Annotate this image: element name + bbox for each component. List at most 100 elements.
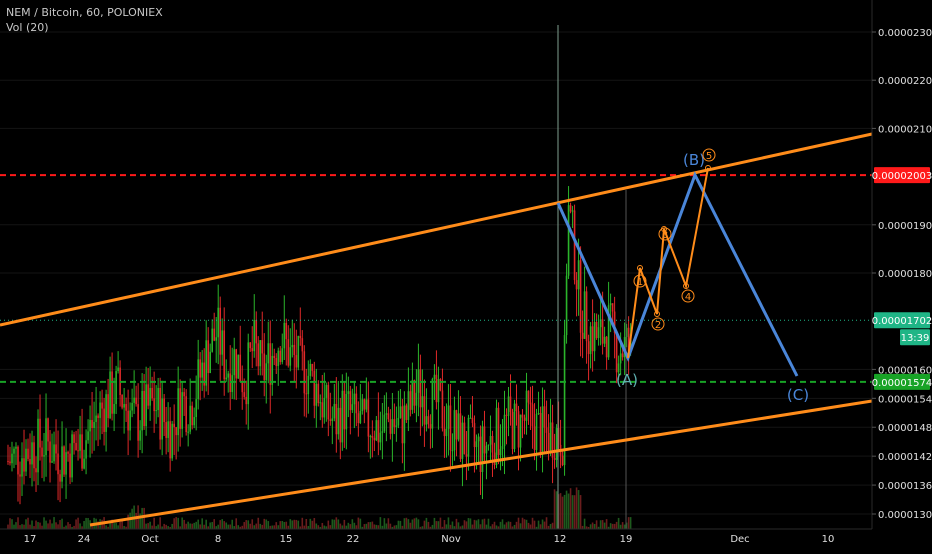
- candle-body: [269, 343, 272, 385]
- time-axis-bg: [0, 529, 872, 550]
- candle-body: [81, 434, 83, 469]
- volume-bar: [269, 525, 272, 529]
- candle-body: [299, 335, 302, 339]
- volume-bar: [223, 521, 226, 529]
- volume-bar: [255, 523, 258, 529]
- candle-body: [581, 332, 584, 339]
- volume-bar: [347, 522, 350, 529]
- volume-bar: [601, 520, 604, 529]
- volume-bar: [251, 519, 254, 529]
- candle-body: [123, 404, 125, 408]
- candle-body: [15, 446, 17, 449]
- candle-body: [19, 474, 21, 477]
- candle-body: [569, 205, 572, 212]
- volume-bar: [301, 517, 304, 529]
- candle-body: [351, 404, 354, 411]
- candle-body: [97, 415, 99, 418]
- candle-body: [219, 307, 222, 355]
- volume-bar: [491, 524, 494, 529]
- candle-body: [345, 393, 348, 430]
- impulse-label: 3: [662, 230, 668, 241]
- volume-bar: [501, 519, 504, 529]
- impulse-label: 4: [685, 292, 691, 303]
- volume-bar: [603, 522, 606, 529]
- candle-body: [227, 373, 230, 378]
- candle-body: [149, 387, 151, 406]
- volume-bar: [589, 524, 592, 529]
- volume-bar: [245, 520, 248, 529]
- volume-bar: [525, 519, 528, 529]
- volume-bar: [595, 520, 598, 529]
- candle-body: [261, 340, 264, 354]
- volume-bar: [519, 523, 522, 529]
- candle-body: [423, 396, 426, 425]
- volume-bar: [179, 526, 181, 529]
- volume-bar: [341, 525, 344, 529]
- volume-bar: [177, 517, 179, 529]
- volume-bar: [559, 493, 562, 529]
- impulse-label: 5: [706, 151, 712, 162]
- volume-bar: [125, 526, 127, 529]
- candle-body: [255, 319, 258, 344]
- candle-body: [281, 348, 284, 363]
- volume-bar: [77, 517, 79, 529]
- volume-bar: [229, 524, 232, 529]
- volume-bar: [367, 522, 370, 529]
- volume-bar: [521, 517, 524, 529]
- candle-body: [625, 327, 628, 338]
- candle-body: [107, 394, 109, 419]
- candle-body: [195, 399, 197, 418]
- candle-body: [403, 405, 406, 444]
- candle-body: [215, 337, 218, 341]
- candle-body: [17, 446, 19, 475]
- candle-body: [135, 397, 137, 405]
- volume-bar: [127, 514, 129, 529]
- candle-body: [571, 210, 574, 212]
- candle-body: [87, 431, 89, 441]
- volume-bar: [281, 520, 284, 529]
- volume-bar: [629, 517, 632, 529]
- volume-bar: [343, 519, 346, 529]
- candle-body: [447, 405, 450, 429]
- candle-body: [465, 454, 468, 457]
- price-label-text: 13:39: [901, 333, 930, 344]
- volume-bar: [217, 524, 220, 529]
- candle-body: [561, 455, 564, 466]
- candle-body: [95, 415, 97, 423]
- volume-bar: [447, 517, 450, 529]
- volume-bar: [41, 525, 43, 529]
- candle-body: [617, 363, 620, 373]
- volume-bar: [39, 522, 41, 529]
- candle-body: [477, 436, 480, 442]
- candle-body: [451, 450, 454, 452]
- candle-body: [355, 393, 358, 414]
- volume-bar: [273, 525, 276, 529]
- candle-body: [217, 307, 220, 338]
- volume-bar: [461, 525, 464, 529]
- candle-body: [545, 427, 548, 433]
- candle-body: [23, 458, 25, 472]
- volume-bar: [323, 525, 326, 529]
- candle-body: [551, 422, 554, 458]
- volume-bar: [623, 524, 626, 529]
- volume-bar: [63, 526, 65, 529]
- candle-body: [371, 436, 374, 438]
- candle-body: [467, 417, 470, 457]
- candle-body: [51, 461, 53, 463]
- candle-body: [535, 413, 538, 450]
- volume-bar: [503, 524, 506, 529]
- impulse-label: 1: [637, 277, 643, 288]
- volume-bar: [497, 526, 500, 529]
- volume-bar: [293, 519, 296, 529]
- candle-body: [83, 458, 85, 469]
- candle-body: [225, 377, 228, 380]
- volume-bar: [465, 521, 468, 529]
- candle-body: [575, 280, 578, 290]
- time-tick-label: 8: [215, 534, 221, 545]
- candle-body: [271, 355, 274, 385]
- volume-bar: [153, 517, 155, 529]
- candle-body: [337, 407, 340, 435]
